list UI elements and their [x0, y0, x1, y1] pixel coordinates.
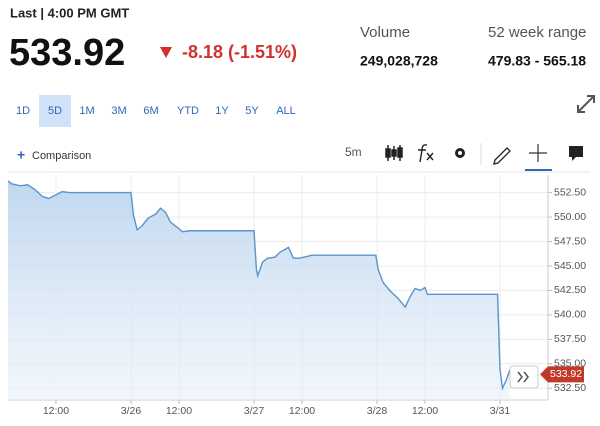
volume-label: Volume: [360, 24, 410, 41]
comparison-button[interactable]: Comparison: [32, 150, 91, 162]
y-tick-label: 532.50: [554, 382, 586, 394]
x-tick-label: 12:00: [412, 405, 438, 417]
price-change: -8.18 (-1.51%): [182, 42, 297, 62]
tab[interactable]: 1Y: [215, 105, 229, 117]
y-tick-label: 547.50: [554, 235, 586, 247]
x-tick-label: 3/28: [367, 405, 388, 417]
y-tick-label: 545.00: [554, 260, 586, 272]
tab[interactable]: 3M: [111, 105, 126, 117]
y-tick-label: 550.00: [554, 211, 586, 223]
last-price: 533.92: [9, 32, 125, 74]
tab[interactable]: 5D: [48, 105, 62, 117]
interval-button[interactable]: 5m: [345, 145, 362, 159]
function-icon[interactable]: [418, 144, 434, 163]
scroll-button[interactable]: [509, 365, 539, 389]
x-tick-label: 12:00: [289, 405, 315, 417]
volume-value: 249,028,728: [360, 53, 438, 69]
scroll-chevrons: [517, 371, 529, 383]
tab[interactable]: 1D: [16, 105, 30, 117]
y-tick-label: 540.00: [554, 309, 586, 321]
chart: 532.50535.00537.50540.00542.50545.00547.…: [7, 175, 586, 417]
x-tick-label: 12:00: [43, 405, 69, 417]
tab[interactable]: YTD: [177, 105, 199, 117]
down-arrow: [160, 47, 172, 58]
settings-icon[interactable]: [455, 148, 465, 158]
tab[interactable]: 5Y: [245, 105, 259, 117]
candle-icon[interactable]: [385, 145, 403, 161]
plus-icon[interactable]: +: [17, 147, 25, 163]
y-tick-label: 552.50: [554, 186, 586, 198]
y-tick-label: 542.50: [554, 284, 586, 296]
last-price-label: 533.92: [550, 368, 582, 380]
draw-icon[interactable]: [493, 147, 511, 165]
comment-icon[interactable]: [569, 146, 583, 161]
range-label: 52 week range: [488, 24, 586, 41]
tab-bar: 1D 5D 1M 3M 6M YTD 1Y 5Y ALL: [16, 95, 296, 127]
x-tick-label: 3/27: [244, 405, 265, 417]
x-tick-label: 3/31: [490, 405, 511, 417]
expand-icon[interactable]: [577, 95, 595, 113]
last-price-badge: [540, 366, 584, 383]
x-tick-label: 12:00: [166, 405, 192, 417]
price-line: [7, 180, 511, 391]
crosshair-icon[interactable]: [529, 144, 547, 162]
tab[interactable]: 6M: [143, 105, 158, 117]
x-tick-label: 3/26: [121, 405, 142, 417]
last-time: Last | 4:00 PM GMT: [10, 5, 129, 20]
range-value: 479.83 - 565.18: [488, 53, 586, 69]
tab[interactable]: ALL: [276, 105, 296, 117]
area-fill: [8, 180, 510, 400]
tab[interactable]: 1M: [79, 105, 94, 117]
tab-highlight: [39, 95, 71, 127]
y-tick-label: 537.50: [554, 333, 586, 345]
